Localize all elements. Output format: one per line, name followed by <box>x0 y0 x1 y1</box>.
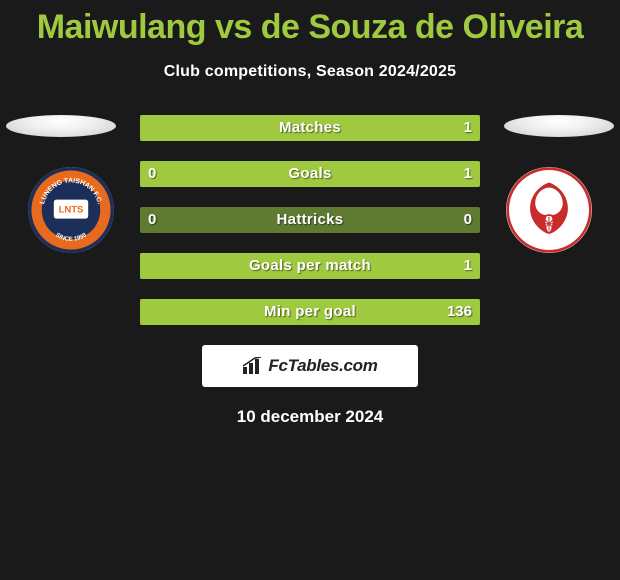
phoenix-icon <box>506 167 592 253</box>
stat-label: Goals <box>140 161 480 187</box>
stat-label: Hattricks <box>140 207 480 233</box>
stat-value-right: 136 <box>439 299 480 325</box>
player-left-disc <box>6 115 116 137</box>
team-right-badge <box>506 167 592 253</box>
stat-value-right: 1 <box>456 161 480 187</box>
svg-text:LNTS: LNTS <box>59 205 84 216</box>
stat-label: Matches <box>140 115 480 141</box>
comparison-title: Maiwulang vs de Souza de Oliveira <box>0 0 620 47</box>
stat-row: 0 Goals 1 <box>140 161 480 187</box>
brand-label: FcTables.com <box>268 356 377 376</box>
stat-row: Goals per match 1 <box>140 253 480 279</box>
stat-row: 0 Hattricks 0 <box>140 207 480 233</box>
stat-value-right: 1 <box>456 115 480 141</box>
brand-text: FcTables.com <box>242 356 377 376</box>
shield-icon: LUNENG TAISHAN F.C. SINCE 1998 LNTS <box>28 167 114 253</box>
comparison-content: LUNENG TAISHAN F.C. SINCE 1998 LNTS Matc… <box>0 115 620 427</box>
snapshot-date: 10 december 2024 <box>0 407 620 427</box>
player-right-disc <box>504 115 614 137</box>
stat-row: Matches 1 <box>140 115 480 141</box>
team-left-badge: LUNENG TAISHAN F.C. SINCE 1998 LNTS <box>28 167 114 253</box>
brand-badge: FcTables.com <box>202 345 418 387</box>
stat-value-right: 0 <box>456 207 480 233</box>
stat-row: Min per goal 136 <box>140 299 480 325</box>
stats-list: Matches 1 0 Goals 1 0 Hattricks 0 Goals … <box>140 115 480 325</box>
stat-label: Min per goal <box>140 299 480 325</box>
chart-icon <box>242 357 264 375</box>
stat-value-right: 1 <box>456 253 480 279</box>
comparison-subtitle: Club competitions, Season 2024/2025 <box>0 63 620 81</box>
stat-label: Goals per match <box>140 253 480 279</box>
